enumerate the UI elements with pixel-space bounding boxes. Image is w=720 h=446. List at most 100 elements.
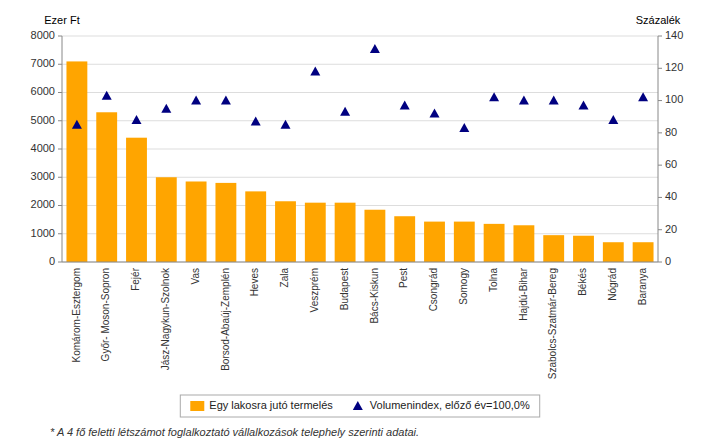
category-label: Fejér (130, 267, 141, 290)
bar (66, 61, 87, 262)
tick-mark (658, 36, 662, 37)
tick-mark (658, 262, 662, 263)
tick-mark (58, 262, 62, 263)
grid-line (62, 262, 658, 263)
tick-label: 2000 (31, 198, 55, 210)
tick-mark (58, 64, 62, 65)
series (72, 44, 648, 132)
category-label: Békés (577, 268, 588, 296)
tick-mark (58, 233, 62, 234)
tick-label: 3000 (31, 170, 55, 182)
bar (156, 177, 177, 262)
category-label: Bács-Kiskun (369, 268, 380, 324)
marker (370, 44, 380, 53)
category-label: Borsod-Abaúj-Zemplén (220, 268, 231, 371)
marker (221, 96, 231, 105)
category-label: Szabolcs-Szatmár-Bereg (547, 268, 558, 379)
category-label: Csongrád (428, 268, 439, 311)
bar (633, 242, 654, 262)
tick-mark (58, 36, 62, 37)
tick-mark (658, 68, 662, 69)
tick-mark (58, 149, 62, 150)
bar (513, 225, 534, 262)
marker (102, 91, 112, 100)
category-label: Jász-Nagykun-Szolnok (160, 267, 171, 370)
bar (245, 191, 266, 262)
marker (400, 100, 410, 109)
tick-label: 6000 (31, 85, 55, 97)
marker (340, 107, 350, 116)
category-label: Heves (249, 268, 260, 296)
marker (489, 92, 499, 101)
tick-mark (658, 100, 662, 101)
marker (549, 96, 559, 105)
axis-line (658, 36, 659, 262)
bar (543, 235, 564, 262)
axis-label: Százalék (636, 14, 681, 26)
grid-line (62, 120, 658, 121)
grid-line (62, 64, 658, 65)
tick-mark (58, 205, 62, 206)
bar (454, 222, 475, 262)
legend-label: Volumenindex, előző év=100,0% (370, 399, 530, 411)
footnote: * A 4 fő feletti létszámot foglalkoztató… (50, 426, 419, 438)
bar (186, 181, 207, 262)
tick-label: 4000 (31, 142, 55, 154)
tick-mark (658, 229, 662, 230)
tick-mark (658, 197, 662, 198)
grid (62, 36, 658, 262)
bar (126, 138, 147, 262)
chart: 0100020003000400050006000700080000204060… (0, 0, 720, 446)
legend-label: Egy lakosra jutó termelés (209, 399, 333, 411)
tick-label: 40 (665, 190, 677, 202)
legend-swatch (353, 401, 363, 410)
category-label: Tolna (488, 268, 499, 292)
category-label: Pest (398, 268, 409, 288)
tick-mark (58, 120, 62, 121)
marker (191, 96, 201, 105)
category-label: Baranya (637, 268, 648, 306)
marker (459, 123, 469, 132)
bar (215, 183, 236, 262)
grid-line (62, 233, 658, 234)
grid-line (62, 92, 658, 93)
marks (66, 44, 653, 262)
axis-label: Ezer Ft (44, 14, 79, 26)
bar (335, 203, 356, 262)
tick-mark (58, 92, 62, 93)
category-label: Somogy (458, 268, 469, 305)
marker (281, 120, 291, 129)
tick-label: 7000 (31, 57, 55, 69)
bar (424, 222, 445, 262)
marker (132, 115, 142, 124)
tick-label: 5000 (31, 114, 55, 126)
grid-line (62, 205, 658, 206)
axis-line (62, 262, 658, 263)
bar (364, 210, 385, 262)
bar (394, 216, 415, 262)
category-label: Komárom-Esztergom (71, 268, 82, 362)
category-label: Győr- Moson-Sopron (100, 268, 111, 361)
tick-label: 20 (665, 223, 677, 235)
marker (430, 108, 440, 117)
category-label: Vas (190, 268, 201, 285)
tick-label: 140 (665, 29, 683, 41)
marker (161, 104, 171, 113)
marker (608, 115, 618, 124)
tick-label: 60 (665, 158, 677, 170)
bar (573, 236, 594, 262)
tick-label: 0 (49, 255, 55, 267)
tick-label: 1000 (31, 227, 55, 239)
tick-mark (658, 165, 662, 166)
bar (603, 242, 624, 262)
grid-line (62, 149, 658, 150)
marker (310, 67, 320, 76)
category-label: Hajdú-Bihar (518, 267, 529, 320)
category-label: Zala (279, 268, 290, 288)
marker (72, 120, 82, 129)
marker (251, 117, 261, 126)
bar (484, 224, 505, 262)
marker (579, 100, 589, 109)
tick-mark (658, 132, 662, 133)
tick-label: 120 (665, 61, 683, 73)
